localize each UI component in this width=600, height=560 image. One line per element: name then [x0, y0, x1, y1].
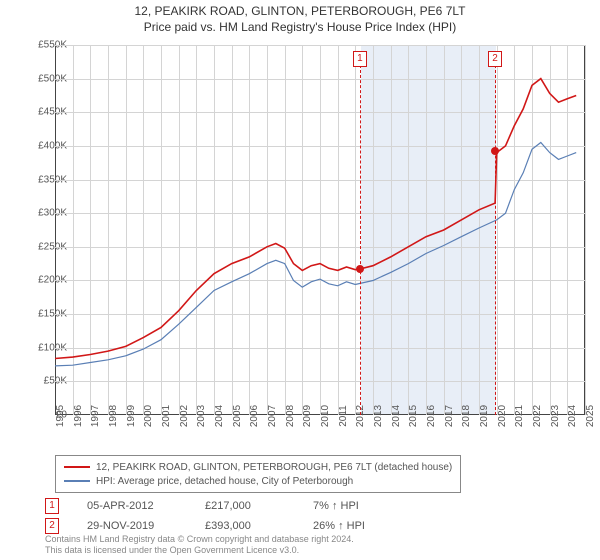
transaction-date-1: 05-APR-2012 [87, 500, 177, 512]
data-point [491, 147, 499, 155]
chart-marker: 2 [488, 51, 502, 67]
transaction-marker-2: 2 [45, 518, 59, 534]
footer-line-2: This data is licensed under the Open Gov… [45, 545, 354, 556]
chart-title-1: 12, PEAKIRK ROAD, GLINTON, PETERBOROUGH,… [0, 0, 600, 18]
chart-title-2: Price paid vs. HM Land Registry's House … [0, 18, 600, 34]
chart-marker: 1 [353, 51, 367, 67]
line-series [55, 45, 585, 415]
legend-item-2: HPI: Average price, detached house, City… [64, 474, 452, 488]
legend-label-2: HPI: Average price, detached house, City… [96, 476, 353, 487]
legend-swatch-2 [64, 480, 90, 482]
transaction-pct-2: 26% ↑ HPI [313, 520, 365, 532]
transaction-date-2: 29-NOV-2019 [87, 520, 177, 532]
footer-line-1: Contains HM Land Registry data © Crown c… [45, 534, 354, 545]
legend-swatch-1 [64, 466, 90, 468]
footer: Contains HM Land Registry data © Crown c… [45, 534, 354, 556]
legend-item-1: 12, PEAKIRK ROAD, GLINTON, PETERBOROUGH,… [64, 460, 452, 474]
transaction-price-2: £393,000 [205, 520, 285, 532]
transaction-price-1: £217,000 [205, 500, 285, 512]
x-axis-label: 2025 [585, 405, 596, 427]
transaction-row-2: 2 29-NOV-2019 £393,000 26% ↑ HPI [45, 518, 365, 534]
transaction-pct-1: 7% ↑ HPI [313, 500, 359, 512]
transaction-marker-1: 1 [45, 498, 59, 514]
data-point [356, 265, 364, 273]
legend-label-1: 12, PEAKIRK ROAD, GLINTON, PETERBOROUGH,… [96, 462, 452, 473]
chart-container: 12, PEAKIRK ROAD, GLINTON, PETERBOROUGH,… [0, 0, 600, 560]
legend: 12, PEAKIRK ROAD, GLINTON, PETERBOROUGH,… [55, 455, 461, 493]
transaction-row-1: 1 05-APR-2012 £217,000 7% ↑ HPI [45, 498, 359, 514]
